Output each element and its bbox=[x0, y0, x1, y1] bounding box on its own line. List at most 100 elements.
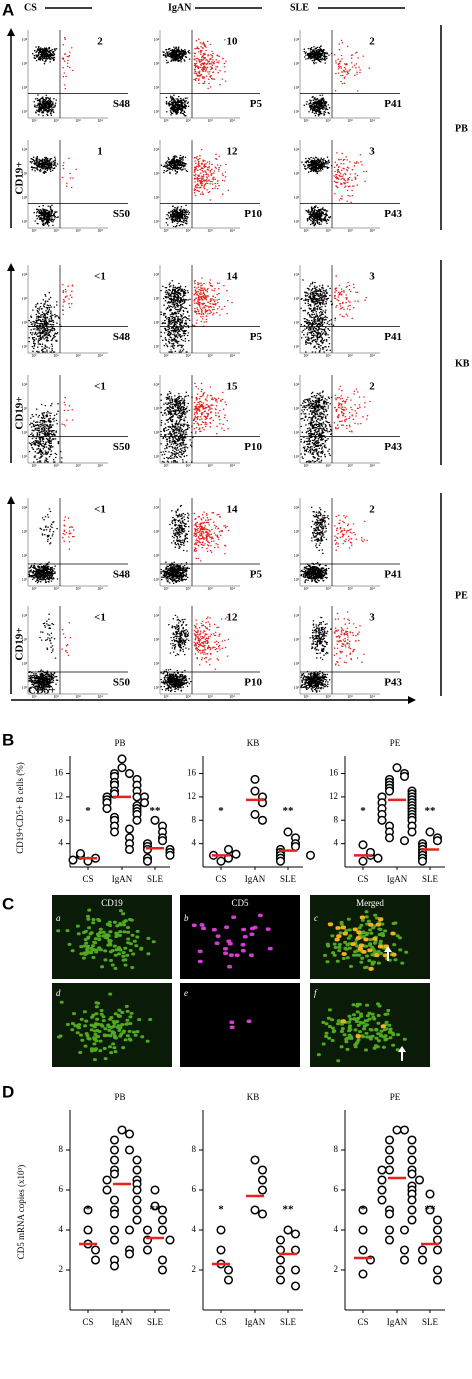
data-point bbox=[377, 815, 387, 825]
axis-tick-label: 10⁴ bbox=[294, 613, 300, 618]
dot-cloud bbox=[160, 504, 190, 584]
cell-cloud bbox=[323, 910, 409, 971]
axis-tick-label: 10³ bbox=[347, 586, 353, 591]
axis-tick-label: 10² bbox=[53, 463, 59, 468]
data-point bbox=[257, 815, 268, 825]
axis-tick-label: 10¹ bbox=[163, 463, 169, 468]
axis-tick-label: 10² bbox=[294, 430, 300, 435]
data-point bbox=[399, 1245, 410, 1255]
axis-tick-label: 10² bbox=[53, 118, 59, 123]
axis-tick-label: 10³ bbox=[154, 296, 160, 301]
axis-tick-label: 10¹ bbox=[163, 118, 169, 123]
axis-tick-label: 10² bbox=[22, 320, 28, 325]
data-point bbox=[102, 804, 112, 814]
dot-cloud bbox=[333, 152, 368, 203]
sample-label: S50 bbox=[113, 677, 131, 689]
micrograph bbox=[310, 895, 430, 979]
axis-tick-label: 10³ bbox=[294, 406, 300, 411]
axis-tick-label: 10¹ bbox=[303, 586, 309, 591]
data-point bbox=[257, 1175, 268, 1185]
axis-tick-label: 10² bbox=[154, 430, 160, 435]
dot-cloud bbox=[193, 38, 227, 90]
axis-tick-label: 10² bbox=[185, 586, 191, 591]
axis-tick-label: 10² bbox=[154, 553, 160, 558]
axis-tick-label: 10⁴ bbox=[22, 37, 28, 42]
data-point bbox=[216, 1245, 226, 1255]
axis-tick-label: 10⁴ bbox=[369, 228, 375, 233]
dot-cloud bbox=[300, 506, 330, 584]
axis-tick-label: 10⁴ bbox=[22, 613, 28, 618]
plot-title: KB bbox=[247, 1092, 260, 1102]
x-tick-label: CS bbox=[357, 874, 368, 884]
axis-tick-label: 10⁴ bbox=[369, 118, 375, 123]
data-point bbox=[68, 855, 78, 865]
data-point bbox=[417, 1255, 428, 1265]
sample-label: P10 bbox=[244, 208, 262, 220]
data-point bbox=[142, 856, 153, 866]
data-point bbox=[377, 1185, 387, 1195]
sample-label: P43 bbox=[384, 208, 402, 220]
data-point bbox=[432, 836, 443, 846]
axis-tick-label: 10³ bbox=[22, 637, 28, 642]
sample-label: P43 bbox=[384, 441, 402, 453]
axis-tick-label: 10³ bbox=[207, 694, 213, 699]
axis-tick-label: 10¹ bbox=[303, 228, 309, 233]
y-tick-label: 8 bbox=[334, 1144, 339, 1154]
data-point bbox=[407, 1169, 417, 1179]
axis-tick-label: 10³ bbox=[75, 463, 81, 468]
data-point bbox=[432, 1245, 443, 1255]
axis-tick-label: 10⁴ bbox=[369, 353, 375, 358]
dot-cloud bbox=[28, 292, 64, 353]
dot-cloud bbox=[61, 37, 74, 90]
axis-tick-label: 10¹ bbox=[303, 118, 309, 123]
data-point bbox=[117, 754, 127, 764]
x-tick-label: SLE bbox=[280, 1317, 297, 1327]
x-tick-label: SLE bbox=[422, 874, 439, 884]
data-point bbox=[165, 850, 175, 860]
axis-tick-label: 10¹ bbox=[154, 685, 160, 690]
axis-tick-label: 10² bbox=[325, 586, 331, 591]
micrograph bbox=[310, 983, 430, 1067]
dot-cloud bbox=[62, 516, 75, 550]
axis-tick-label: 10¹ bbox=[163, 228, 169, 233]
data-point bbox=[384, 1145, 395, 1155]
axis-tick-label: 10³ bbox=[207, 228, 213, 233]
tissue-label: PB bbox=[455, 123, 468, 134]
sample-label: S50 bbox=[113, 208, 131, 220]
x-tick-label: SLE bbox=[147, 874, 164, 884]
axis-tick-label: 10¹ bbox=[22, 454, 28, 459]
data-point bbox=[231, 849, 241, 859]
axis-tick-label: 10⁴ bbox=[154, 382, 160, 387]
group-header: CS bbox=[24, 2, 37, 13]
cell-cloud bbox=[56, 992, 153, 1062]
data-point bbox=[124, 1225, 135, 1235]
data-point bbox=[132, 1155, 142, 1165]
axis-tick-label: 10⁴ bbox=[22, 382, 28, 387]
axis-tick-label: 10² bbox=[53, 694, 59, 699]
axis-tick-label: 10⁴ bbox=[154, 613, 160, 618]
data-point bbox=[90, 1255, 101, 1265]
dot-cloud bbox=[29, 156, 59, 227]
data-point bbox=[157, 1265, 168, 1275]
axis-tick-label: 10² bbox=[22, 85, 28, 90]
data-point bbox=[407, 1195, 417, 1205]
axis-tick-label: 10² bbox=[154, 195, 160, 200]
y-tick-label: 4 bbox=[334, 838, 339, 848]
dot-cloud bbox=[160, 280, 194, 353]
axis-tick-label: 10⁴ bbox=[229, 118, 235, 123]
data-point bbox=[384, 786, 395, 796]
dot-cloud bbox=[28, 508, 59, 584]
data-point bbox=[384, 1225, 395, 1235]
data-point bbox=[142, 1225, 153, 1235]
axis-tick-label: 10⁴ bbox=[294, 147, 300, 152]
percent-label: 3 bbox=[369, 271, 375, 283]
sample-label: S50 bbox=[113, 441, 131, 453]
dot-cloud bbox=[193, 616, 230, 670]
data-point bbox=[384, 1209, 395, 1219]
axis-tick-label: 10⁴ bbox=[229, 228, 235, 233]
significance-mark: ** bbox=[283, 1204, 295, 1216]
percent-label: 15 bbox=[227, 381, 239, 393]
data-point bbox=[384, 1135, 395, 1145]
significance-mark: * bbox=[218, 805, 224, 817]
data-point bbox=[150, 1201, 160, 1211]
